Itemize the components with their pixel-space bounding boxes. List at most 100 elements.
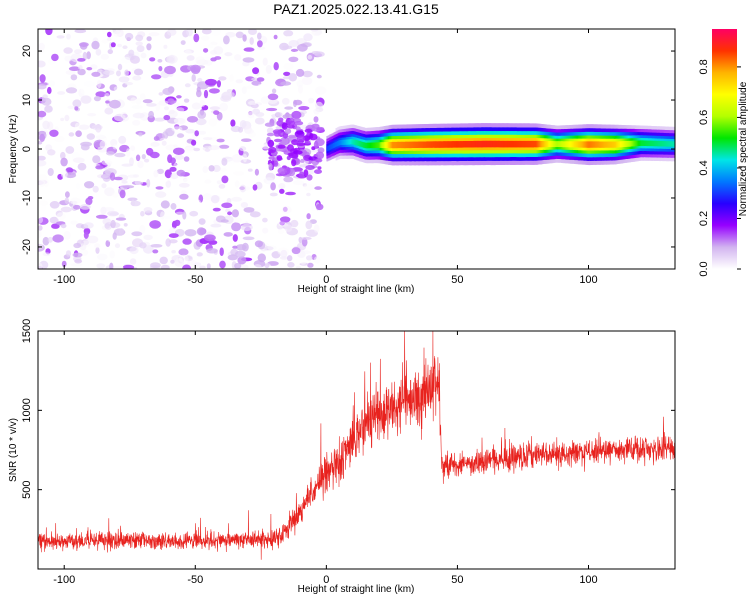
spectrogram-noise-cell <box>291 139 299 146</box>
spectrogram-noise-cell <box>70 200 78 205</box>
spectrogram-noise-cell <box>212 207 221 212</box>
spectrogram-noise-cell <box>131 181 143 185</box>
spectrogram-noise-cell <box>317 166 322 170</box>
spectrogram-noise-cell <box>39 74 46 83</box>
spectrogram-noise-cell <box>38 225 43 231</box>
spectrogram-noise-cell <box>184 83 191 88</box>
spectrogram-noise-cell <box>164 65 176 75</box>
spectrogram-track-cell <box>456 141 458 148</box>
spectrogram-track-cell <box>453 141 456 148</box>
spectrogram-track-cell <box>631 140 634 147</box>
spectrogram-track-cell <box>357 140 360 147</box>
spectrogram-track-cell <box>439 141 441 148</box>
spectrogram-noise-cell <box>316 74 322 79</box>
spectrogram-track-cell <box>469 141 472 148</box>
spectrogram-noise-cell <box>277 167 287 175</box>
spectrogram-noise-cell <box>70 74 78 81</box>
spectrogram-noise-cell <box>144 158 150 163</box>
spectrogram-noise-cell <box>184 256 193 262</box>
spectrogram-noise-cell <box>158 100 169 106</box>
spectrogram-track-cell <box>474 140 477 148</box>
spectrogram-track-cell <box>661 141 664 147</box>
spectrogram-track-cell <box>541 141 544 148</box>
spectrogram-noise-cell <box>109 262 114 269</box>
spectrogram-noise-cell <box>170 259 175 264</box>
spectrogram-noise-cell <box>132 119 141 126</box>
spectrogram-noise-cell <box>83 231 89 239</box>
spectrogram-noise-cell <box>124 82 134 86</box>
spectrogram-track-cell <box>420 141 423 148</box>
spectrogram-noise-cell <box>248 29 257 35</box>
spectrogram-noise-cell <box>96 80 102 88</box>
spectrogram-noise-cell <box>306 174 313 181</box>
spectrogram-track-cell <box>342 139 344 145</box>
spectrogram-noise-cell <box>117 43 123 48</box>
spectrogram-noise-cell <box>160 200 170 209</box>
spectrogram-noise-cell <box>241 138 252 142</box>
spectrogram-noise-cell <box>132 112 145 119</box>
spectrogram-noise-cell <box>124 69 129 77</box>
spectrogram-track-cell <box>651 140 654 147</box>
spectrogram-track-cell <box>338 140 341 146</box>
spectrogram-noise-cell <box>283 71 291 76</box>
spectrogram-track-cell <box>642 140 645 146</box>
spectrogram-noise-cell <box>232 234 238 242</box>
spectrogram-noise-cell <box>204 234 216 242</box>
spectrogram-track-cell <box>528 140 531 148</box>
spectrogram-noise-cell <box>118 76 130 83</box>
spectrogram-noise-cell <box>264 122 275 127</box>
spectrogram-noise-cell <box>256 46 266 50</box>
spectrogram-track-cell <box>669 141 672 147</box>
y-tick-label: 10 <box>21 94 33 106</box>
spectrogram-noise-cell <box>38 179 46 187</box>
colorbar-label: Normalized spectral amplitude <box>738 81 749 216</box>
spectrogram-noise-cell <box>283 30 294 37</box>
spectrogram-noise-cell <box>179 125 188 131</box>
spectrogram-noise-cell <box>122 264 135 269</box>
spectrogram-track-cell <box>334 142 337 148</box>
spectrogram-noise-cell <box>252 67 260 75</box>
spectrogram-noise-cell <box>225 208 231 213</box>
spectrogram-noise-cell <box>282 45 293 50</box>
spectrogram-track-cell <box>625 141 628 147</box>
spectrogram-track-cell <box>537 140 540 148</box>
spectrogram-track-cell <box>516 140 519 148</box>
spectrogram-track-cell <box>388 142 390 149</box>
spectrogram-noise-cell <box>124 32 134 41</box>
spectrogram-noise-cell <box>131 105 143 109</box>
spectrogram-track-cell <box>427 141 430 148</box>
spectrogram-noise-cell <box>214 56 222 60</box>
spectrogram-noise-cell <box>60 157 68 167</box>
spectrogram-noise-cell <box>47 80 56 87</box>
spectrogram-noise-cell <box>198 194 204 203</box>
spectrogram-noise-cell <box>240 223 253 231</box>
spectrogram-track-cell <box>502 140 504 148</box>
spectrogram-noise-cell <box>38 217 49 225</box>
spectrogram-track-cell <box>663 141 666 147</box>
spectrogram-noise-cell <box>237 256 247 265</box>
spectrogram-noise-cell <box>315 101 324 110</box>
spectrogram-noise-cell <box>79 204 91 210</box>
spectrogram-noise-cell <box>273 61 279 71</box>
spectrogram-noise-cell <box>266 107 278 112</box>
spectrogram-x-axis: -100 -50 0 50 100 <box>53 29 598 286</box>
spectrogram-noise-cell <box>101 39 109 44</box>
spectrogram-track-cell <box>380 142 382 148</box>
spectrogram-noise-cell <box>256 77 265 82</box>
snr-series <box>38 331 675 560</box>
spectrogram-noise-cell <box>42 236 50 246</box>
spectrogram-noise-cell <box>73 242 82 249</box>
spectrogram-track-cell <box>372 142 375 149</box>
colorbar-tick-label: 0.4 <box>698 160 710 175</box>
spectrogram-track-cell <box>411 141 414 148</box>
spectrogram-noise-cell <box>164 106 169 111</box>
spectrogram-noise-cell <box>112 232 117 240</box>
spectrogram-noise-cell <box>57 91 66 95</box>
spectrogram-noise-cell <box>230 92 235 98</box>
spectrogram-track-cell <box>347 139 350 145</box>
spectrogram-noise-cell <box>306 169 315 175</box>
spectrogram-noise-cell <box>112 144 118 150</box>
spectrogram-noise-cell <box>49 201 60 209</box>
spectrogram-noise-cell <box>182 211 187 220</box>
spectrogram-noise-cell <box>107 31 112 38</box>
